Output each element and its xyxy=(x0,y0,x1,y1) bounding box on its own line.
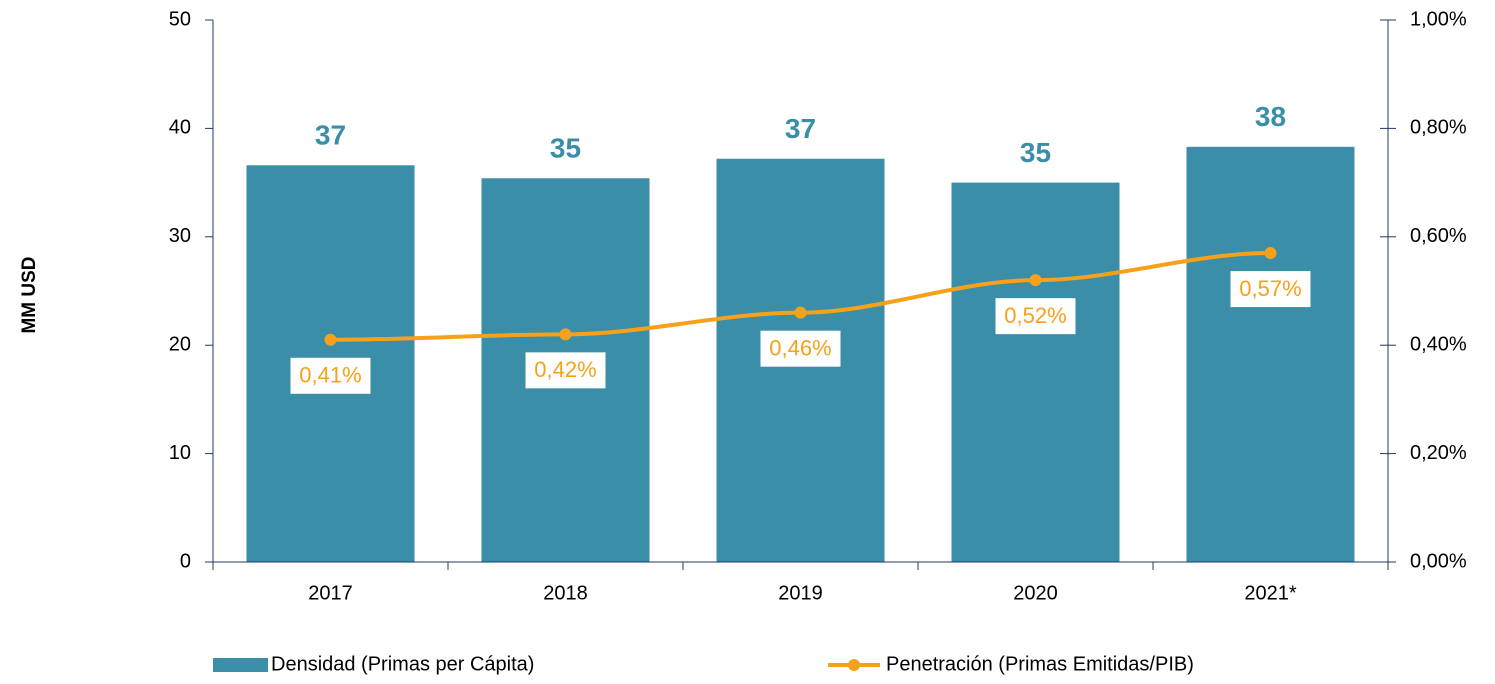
y-tick-label: 10 xyxy=(169,442,191,464)
legend-swatch xyxy=(213,658,268,672)
y2-tick-label: 0,00% xyxy=(1410,550,1467,572)
line-label-box xyxy=(290,357,371,394)
bar-value-label: 38 xyxy=(1255,101,1286,132)
line-value-label: 0,42% xyxy=(534,357,596,382)
bar-value-label: 35 xyxy=(550,133,581,164)
x-tick-label: 2020 xyxy=(1013,582,1058,604)
legend-label: Densidad (Primas per Cápita) xyxy=(271,653,534,675)
bar-value-label: 35 xyxy=(1020,137,1051,168)
y-tick-label: 0 xyxy=(180,550,191,572)
bar-value-label: 37 xyxy=(315,120,346,151)
y2-tick-label: 1,00% xyxy=(1410,8,1467,30)
line-value-label: 0,57% xyxy=(1239,276,1301,301)
line-marker xyxy=(1029,274,1042,287)
line-marker xyxy=(1264,247,1277,260)
bar xyxy=(951,182,1120,562)
x-tick-label: 2019 xyxy=(778,582,823,604)
y-tick-label: 20 xyxy=(169,333,191,355)
y2-tick-label: 0,80% xyxy=(1410,117,1467,139)
bar xyxy=(1186,146,1355,562)
line-value-label: 0,41% xyxy=(299,363,361,388)
line-marker xyxy=(794,306,807,319)
y2-tick-label: 0,60% xyxy=(1410,225,1467,247)
bar-value-label: 37 xyxy=(785,113,816,144)
line-value-label: 0,46% xyxy=(769,335,831,360)
y2-tick-label: 0,40% xyxy=(1410,333,1467,355)
line-marker xyxy=(324,333,337,346)
line-label-box xyxy=(995,298,1076,335)
line-label-box xyxy=(525,352,606,389)
legend-marker xyxy=(848,659,860,671)
y-tick-label: 30 xyxy=(169,225,191,247)
x-tick-label: 2018 xyxy=(543,582,588,604)
legend-label: Penetración (Primas Emitidas/PIB) xyxy=(886,653,1194,675)
y2-tick-label: 0,20% xyxy=(1410,442,1467,464)
y-axis-label: MM USD xyxy=(19,256,40,333)
x-tick-label: 2021* xyxy=(1244,582,1296,604)
line-label-box xyxy=(1230,271,1311,308)
line-value-label: 0,52% xyxy=(1004,303,1066,328)
x-tick-label: 2017 xyxy=(308,582,353,604)
line-marker xyxy=(559,328,572,341)
y-tick-label: 50 xyxy=(169,8,191,30)
y-tick-label: 40 xyxy=(169,117,191,139)
line-label-box xyxy=(760,330,841,367)
